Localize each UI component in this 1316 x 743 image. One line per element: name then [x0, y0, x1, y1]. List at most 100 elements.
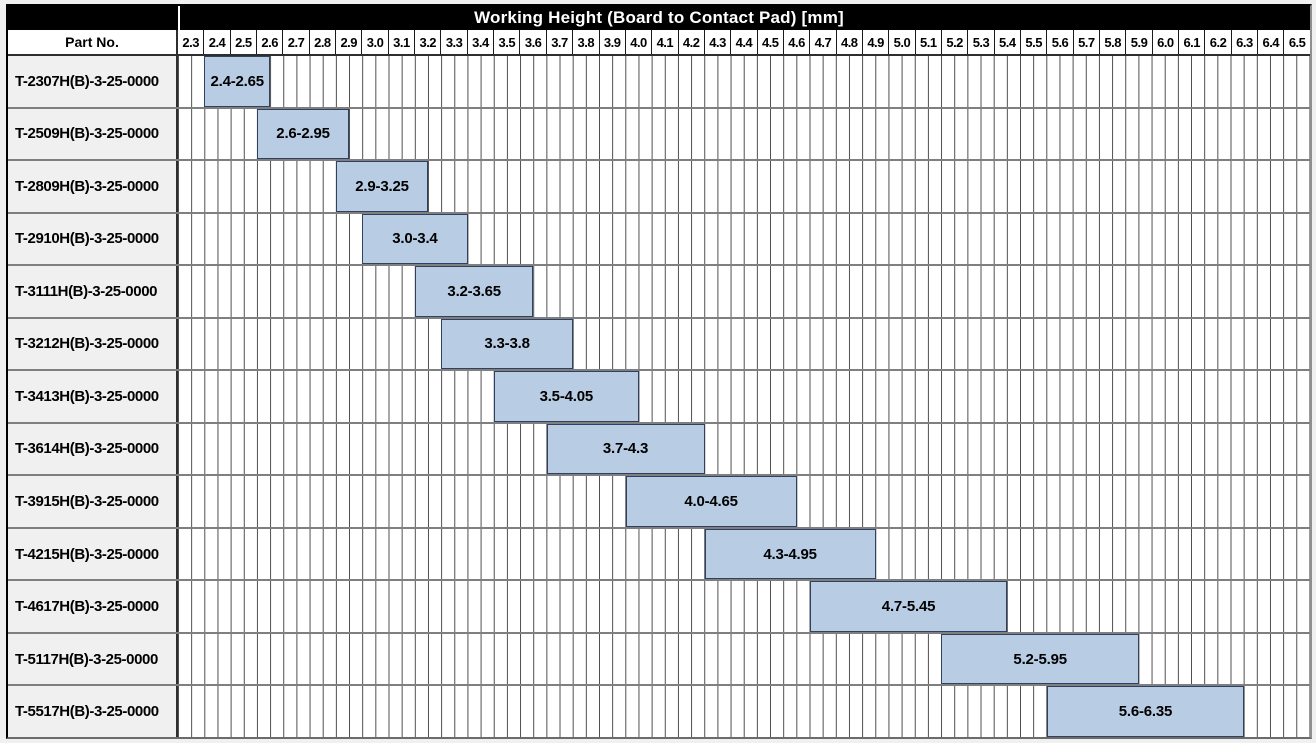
axis-tick-label: 3.5	[493, 30, 519, 54]
axis-header-row: Part No. 2.3 2.4 2.5 2.6 2.7 2.8 2.9 3.0 3.1 3.2 3…	[8, 30, 1310, 56]
range-bar-label: 3.7-4.3	[602, 440, 649, 458]
axis-tick-label: 5.6	[1046, 30, 1072, 54]
part-no-cell: T-5517H(B)-3-25-0000	[8, 686, 178, 737]
working-height-range-bar: 5.6-6.35	[1046, 686, 1245, 737]
working-height-range-bar: 4.3-4.95	[704, 528, 876, 580]
axis-tick-row: 2.3 2.4 2.5 2.6 2.7 2.8 2.9 3.0 3.1 3.2 3.3 3.4 3.5 3…	[178, 30, 1310, 54]
part-no-cell: T-2307H(B)-3-25-0000	[8, 56, 178, 107]
row-grid: 3.7-4.3	[178, 423, 1310, 475]
part-no-cell: T-5117H(B)-3-25-0000	[8, 633, 178, 685]
working-height-range-bar: 3.5-4.05	[493, 371, 639, 422]
axis-tick-label: 3.1	[387, 30, 414, 54]
axis-tick-label: 5.8	[1099, 30, 1125, 54]
range-bar-label: 3.5-4.05	[539, 387, 594, 405]
working-height-range-bar: 3.3-3.8	[441, 318, 573, 370]
working-height-range-bar: 3.0-3.4	[362, 213, 468, 265]
axis-tick-label: 6.3	[1230, 30, 1257, 54]
table-row: T-5517H(B)-3-25-0000 5.6-6.35	[8, 684, 1310, 737]
axis-tick-label: 2.4	[203, 30, 229, 54]
table-row: T-3212H(B)-3-25-0000 3.3-3.8	[8, 316, 1310, 370]
chart-title-band: Working Height (Board to Contact Pad) [m…	[8, 6, 1310, 30]
row-grid: 3.0-3.4	[178, 213, 1310, 265]
working-height-range-bar: 5.2-5.95	[941, 633, 1139, 685]
axis-tick-label: 3.0	[361, 30, 387, 54]
range-bar-label: 4.7-5.45	[881, 598, 936, 616]
axis-tick-label: 5.7	[1072, 30, 1099, 54]
axis-tick-label: 4.6	[782, 30, 809, 54]
axis-tick-label: 2.5	[229, 30, 256, 54]
table-row: T-2809H(B)-3-25-0000 2.9-3.25	[8, 159, 1310, 212]
axis-tick-label: 3.7	[545, 30, 572, 54]
axis-tick-label: 5.9	[1125, 30, 1151, 54]
row-grid: 5.2-5.95	[178, 633, 1310, 685]
title-band-right-segment	[180, 6, 1310, 30]
axis-tick-label: 5.5	[1020, 30, 1046, 54]
table-row: T-3614H(B)-3-25-0000 3.7-4.3	[8, 421, 1310, 475]
working-height-range-bar: 3.7-4.3	[546, 423, 705, 475]
table-row: T-3111H(B)-3-25-0000 3.2-3.65	[8, 264, 1310, 317]
row-grid: 4.7-5.45	[178, 581, 1310, 632]
part-no-cell: T-3111H(B)-3-25-0000	[8, 266, 178, 317]
table-row: T-4215H(B)-3-25-0000 4.3-4.95	[8, 526, 1310, 580]
range-bar-label: 3.3-3.8	[484, 335, 530, 353]
range-bar-label: 2.6-2.95	[276, 125, 330, 143]
table-row: T-3413H(B)-3-25-0000 3.5-4.05	[8, 369, 1310, 422]
table-row: T-5117H(B)-3-25-0000 5.2-5.95	[8, 631, 1310, 685]
axis-tick-label: 2.3	[182, 34, 199, 50]
part-no-cell: T-3915H(B)-3-25-0000	[8, 476, 178, 527]
working-height-range-bar: 2.9-3.25	[335, 161, 429, 212]
row-grid: 3.5-4.05	[178, 371, 1310, 422]
range-bar-label: 4.3-4.95	[763, 545, 817, 563]
axis-tick-label: 2.6	[256, 30, 282, 54]
working-height-range-bar: 2.4-2.65	[204, 56, 271, 107]
part-no-column-header: Part No.	[8, 30, 178, 54]
axis-tick-label: 4.9	[861, 30, 888, 54]
table-row: T-2910H(B)-3-25-0000 3.0-3.4	[8, 211, 1310, 265]
range-bar-label: 4.0-4.65	[684, 493, 738, 511]
part-no-cell: T-2910H(B)-3-25-0000	[8, 213, 178, 265]
axis-tick-label: 5.1	[914, 30, 941, 54]
axis-tick-label: 6.4	[1257, 30, 1283, 54]
axis-tick-label: 3.9	[598, 30, 625, 54]
axis-tick-label: 3.2	[414, 30, 440, 54]
axis-tick-label: 6.0	[1151, 30, 1178, 54]
axis-tick-label: 4.3	[703, 30, 730, 54]
axis-tick-label: 6.1	[1178, 30, 1204, 54]
part-no-cell: T-3614H(B)-3-25-0000	[8, 423, 178, 475]
row-grid: 5.6-6.35	[178, 686, 1310, 737]
chart-title: Working Height (Board to Contact Pad) [m…	[474, 8, 844, 27]
working-height-range-bar: 4.0-4.65	[625, 476, 797, 527]
table-row: T-2307H(B)-3-25-0000 2.4-2.65	[8, 56, 1310, 107]
table-row: T-4617H(B)-3-25-0000 4.7-5.45	[8, 579, 1310, 632]
axis-tick-label: 5.4	[993, 30, 1020, 54]
range-bar-label: 5.6-6.35	[1118, 703, 1173, 721]
axis-tick-label: 2.9	[335, 30, 361, 54]
row-grid: 3.2-3.65	[178, 266, 1310, 317]
range-bar-label: 3.0-3.4	[392, 230, 438, 248]
row-grid: 4.0-4.65	[178, 476, 1310, 527]
part-no-cell: T-3413H(B)-3-25-0000	[8, 371, 178, 422]
axis-tick-label: 6.5	[1283, 30, 1309, 54]
axis-tick-label: 3.4	[466, 30, 493, 54]
axis-tick-label: 3.6	[519, 30, 545, 54]
part-no-cell: T-4617H(B)-3-25-0000	[8, 581, 178, 632]
axis-tick-label: 3.3	[440, 30, 466, 54]
axis-tick-label: 5.2	[940, 30, 967, 54]
range-bar-label: 5.2-5.95	[1013, 650, 1067, 668]
axis-tick-label: 5.3	[967, 30, 993, 54]
axis-tick-label: 3.8	[572, 30, 598, 54]
part-no-cell: T-2809H(B)-3-25-0000	[8, 161, 178, 212]
table-row: T-3915H(B)-3-25-0000 4.0-4.65	[8, 474, 1310, 527]
axis-tick-label: 6.2	[1204, 30, 1230, 54]
axis-tick-label: 4.1	[651, 30, 677, 54]
axis-tick-label: 4.0	[624, 30, 651, 54]
table-row: T-2509H(B)-3-25-0000 2.6-2.95	[8, 106, 1310, 160]
axis-tick-label: 4.7	[809, 30, 835, 54]
axis-tick-label: 4.8	[835, 30, 862, 54]
axis-tick-label: 2.8	[308, 30, 335, 54]
row-grid: 2.4-2.65	[178, 56, 1310, 107]
working-height-range-bar: 4.7-5.45	[809, 581, 1008, 632]
range-bar-label: 2.9-3.25	[355, 177, 409, 195]
row-grid: 4.3-4.95	[178, 528, 1310, 580]
